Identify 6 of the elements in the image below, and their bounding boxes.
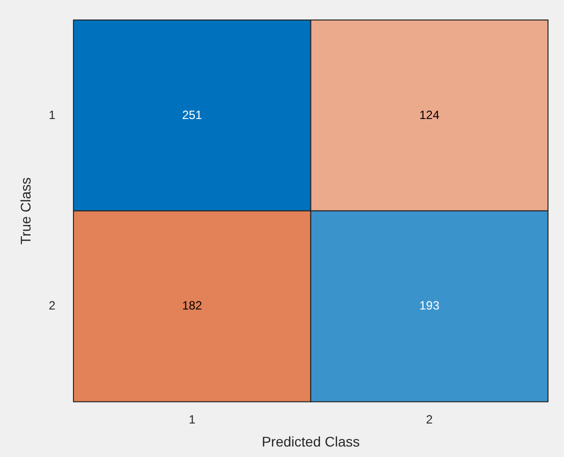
y-axis-title: True Class [17,177,34,244]
x-axis-title: Predicted Class [262,433,360,450]
data-label: 182 [182,298,202,313]
data-label: 124 [419,108,440,122]
data-label: 193 [419,298,440,313]
data-label: 251 [182,108,202,122]
